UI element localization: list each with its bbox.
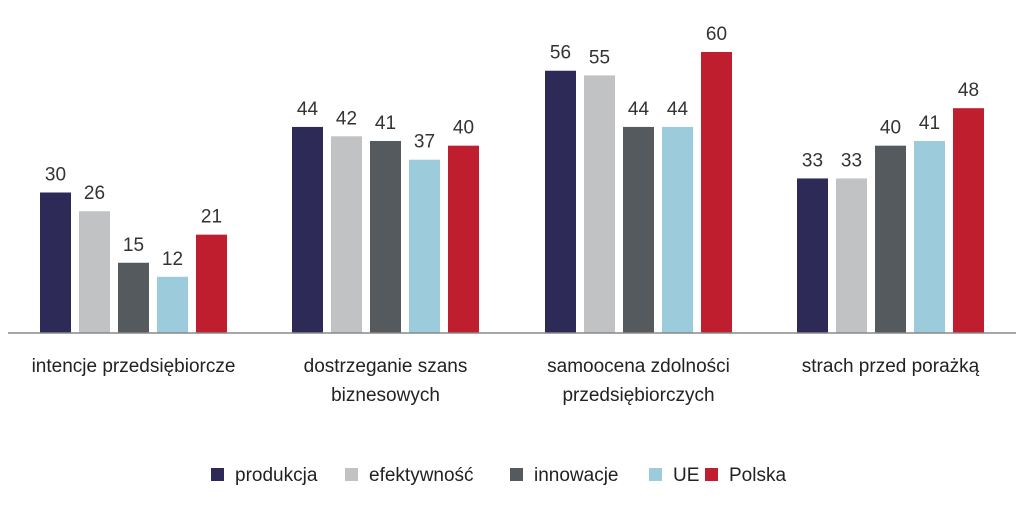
value-label: 37	[414, 132, 435, 153]
value-label: 33	[802, 150, 823, 171]
bar-produkcja-2	[545, 70, 576, 333]
legend-label: UE	[673, 465, 699, 486]
category-label: dostrzeganie szans	[304, 356, 468, 377]
value-label: 12	[162, 249, 183, 270]
bar-innowacje-3	[875, 145, 906, 333]
bar-innowacje-2	[623, 126, 654, 333]
value-label: 55	[589, 47, 610, 68]
category-label: strach przed porażką	[802, 356, 980, 377]
category-label: samoocena zdolności	[547, 356, 730, 377]
legend-label: produkcja	[235, 465, 318, 486]
legend-label: innowacje	[534, 465, 619, 486]
bar-efektywność-2	[584, 75, 615, 334]
bar-Polska-1	[448, 145, 479, 333]
bar-UE-2	[662, 126, 693, 333]
bars	[40, 52, 984, 334]
legend-swatch-innowacje	[510, 468, 523, 481]
value-label: 30	[45, 165, 66, 186]
legend-swatch-produkcja	[211, 468, 224, 481]
value-label: 40	[880, 118, 901, 139]
value-label: 41	[919, 113, 940, 134]
category-labels: intencje przedsiębiorcze dostrzeganie sza…	[32, 356, 980, 406]
value-label: 33	[841, 150, 862, 171]
bar-produkcja-1	[292, 126, 323, 333]
bar-efektywność-3	[836, 178, 867, 333]
bar-innowacje-1	[370, 140, 401, 333]
legend-swatch-efektywność	[345, 468, 358, 481]
bar-produkcja-0	[40, 192, 71, 333]
bar-UE-0	[157, 276, 188, 333]
legend-swatch-Polska	[705, 468, 718, 481]
bar-efektywność-0	[79, 211, 110, 333]
category-label: przedsiębiorczych	[562, 385, 714, 406]
bar-Polska-0	[196, 234, 227, 333]
legend: produkcja efektywność innowacje UE Polska	[211, 465, 786, 486]
bar-produkcja-3	[797, 178, 828, 333]
category-label: biznesowych	[331, 385, 440, 406]
bar-UE-1	[409, 159, 440, 333]
legend-swatch-UE	[649, 468, 662, 481]
legend-label: efektywność	[369, 465, 474, 486]
value-label: 42	[336, 108, 357, 129]
legend-label: Polska	[729, 465, 786, 486]
value-label: 15	[123, 235, 144, 256]
bar-UE-3	[914, 140, 945, 333]
value-label: 26	[84, 183, 105, 204]
value-labels: 30 26 15 12 21 44 42 41 37 40 56 55 44 44 60 33 33 40 41 48	[45, 24, 979, 270]
value-label: 60	[706, 24, 727, 45]
bar-Polska-3	[953, 108, 984, 333]
value-label: 48	[958, 80, 979, 101]
bar-innowacje-0	[118, 262, 149, 333]
value-label: 41	[375, 113, 396, 134]
value-label: 44	[667, 99, 689, 120]
value-label: 44	[628, 99, 650, 120]
bar-Polska-2	[701, 52, 732, 333]
value-label: 40	[453, 118, 474, 139]
bar-efektywność-1	[331, 136, 362, 333]
category-label: intencje przedsiębiorcze	[32, 356, 236, 377]
value-label: 21	[201, 207, 222, 228]
value-label: 44	[297, 99, 319, 120]
value-label: 56	[550, 43, 571, 64]
